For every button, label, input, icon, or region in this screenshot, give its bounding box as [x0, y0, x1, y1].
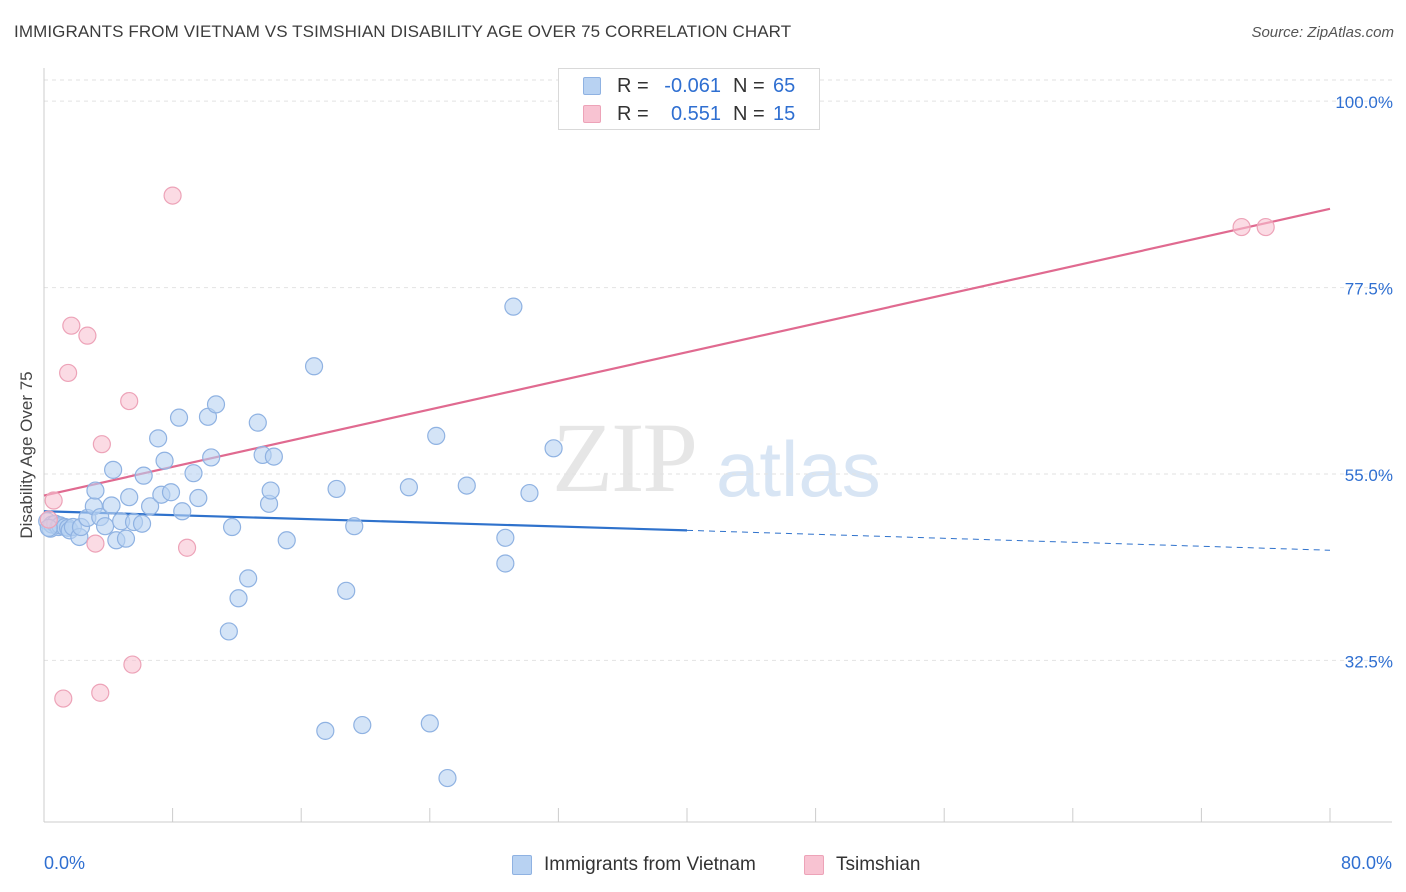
legend-n-label: N = — [733, 103, 765, 125]
vietnam-point — [229, 589, 248, 608]
vietnam-point — [457, 476, 476, 495]
vietnam-point — [149, 429, 168, 448]
vietnam-point — [173, 502, 192, 521]
tsimshian-point — [1256, 217, 1275, 237]
vietnam-point — [304, 357, 324, 376]
vietnam-trendline-extension — [686, 529, 1331, 551]
y-tick-label: 100.0% — [1335, 93, 1393, 112]
tsimshian-point — [1232, 217, 1251, 237]
vietnam-point — [316, 721, 335, 740]
legend-r-value: 0.551 — [670, 103, 721, 125]
legend-swatch-blue — [583, 77, 601, 95]
legend-n-value: 65 — [773, 75, 796, 97]
vietnam-point — [438, 768, 457, 788]
vietnam-point — [264, 447, 283, 466]
y-tick-label: 32.5% — [1345, 652, 1393, 671]
vietnam-point — [104, 460, 123, 479]
legend-r-label: R = — [617, 75, 649, 97]
vietnam-point — [169, 408, 189, 427]
vietnam-point — [140, 497, 160, 516]
vietnam-point — [327, 479, 346, 499]
tick-labels: 100.0% 77.5% 55.0% 32.5% 0.0% 80.0% — [44, 93, 1393, 873]
tsimshian-point — [78, 326, 97, 345]
vietnam-point — [337, 581, 356, 600]
tsimshian-point — [177, 538, 197, 557]
vietnam-point — [427, 426, 446, 445]
trendlines — [43, 207, 1331, 551]
vietnam-point — [504, 297, 523, 316]
vietnam-point — [544, 439, 563, 458]
stats-legend: R = -0.061 N = 65 R = 0.551 N = 15 — [558, 68, 820, 130]
legend-r-label: R = — [617, 103, 649, 125]
data-points — [38, 186, 1275, 788]
vietnam-point — [202, 448, 221, 467]
legend-item-label: Tsimshian — [836, 854, 921, 875]
vietnam-point — [277, 531, 296, 550]
y-tick-label: 77.5% — [1345, 280, 1393, 299]
legend-item-label: Immigrants from Vietnam — [544, 854, 756, 875]
vietnam-point — [120, 488, 139, 507]
watermark-atlas: atlas — [716, 425, 881, 513]
vietnam-point — [420, 714, 439, 733]
tsimshian-point — [54, 689, 73, 708]
x-tick-label: 0.0% — [44, 853, 85, 873]
vietnam-point — [95, 517, 115, 536]
y-axis-label: Disability Age Over 75 — [17, 371, 36, 539]
tsimshian-trendline — [43, 207, 1331, 497]
vietnam-point — [261, 481, 280, 500]
vietnam-point — [184, 464, 203, 483]
axes — [43, 68, 1392, 823]
vietnam-point — [222, 517, 242, 537]
vietnam-point — [496, 528, 515, 547]
legend-n-label: N = — [733, 75, 765, 97]
vietnam-point — [496, 554, 515, 573]
vietnam-point — [399, 478, 419, 497]
vietnam-point — [239, 569, 258, 588]
tsimshian-point — [120, 391, 139, 411]
vietnam-point — [161, 483, 181, 502]
tsimshian-point — [163, 186, 182, 205]
vietnam-point — [189, 488, 208, 508]
x-tick-label: 80.0% — [1341, 853, 1392, 873]
vietnam-point — [102, 496, 121, 515]
legend-swatch-pink — [583, 105, 601, 123]
legend-swatch-blue — [512, 855, 532, 875]
y-tick-label: 55.0% — [1345, 466, 1393, 485]
vietnam-point — [206, 395, 226, 414]
tsimshian-point — [123, 655, 142, 674]
chart-title: IMMIGRANTS FROM VIETNAM VS TSIMSHIAN DIS… — [14, 22, 792, 41]
watermark-zip: ZIP — [552, 402, 698, 513]
vietnam-point — [345, 517, 364, 536]
vietnam-point — [132, 514, 152, 533]
tsimshian-point — [92, 435, 111, 454]
series-legend: Immigrants from Vietnam Tsimshian — [0, 852, 1406, 878]
vietnam-point — [520, 483, 539, 503]
vietnam-point — [116, 529, 136, 548]
legend-n-value: 15 — [773, 103, 796, 125]
tsimshian-point — [86, 534, 105, 553]
tsimshian-point — [44, 491, 63, 510]
tsimshian-point — [59, 363, 78, 383]
tsimshian-point — [62, 316, 81, 335]
source-label: Source: ZipAtlas.com — [1251, 24, 1394, 41]
vietnam-point — [248, 413, 267, 432]
legend-swatch-pink — [804, 855, 824, 875]
tsimshian-point — [39, 510, 58, 529]
vietnam-point — [219, 622, 238, 641]
tsimshian-point — [91, 683, 110, 702]
legend-r-value: -0.061 — [664, 75, 721, 97]
vietnam-point — [155, 451, 174, 470]
vietnam-point — [134, 466, 153, 485]
vietnam-point — [353, 715, 372, 735]
vietnam-point — [86, 481, 105, 500]
